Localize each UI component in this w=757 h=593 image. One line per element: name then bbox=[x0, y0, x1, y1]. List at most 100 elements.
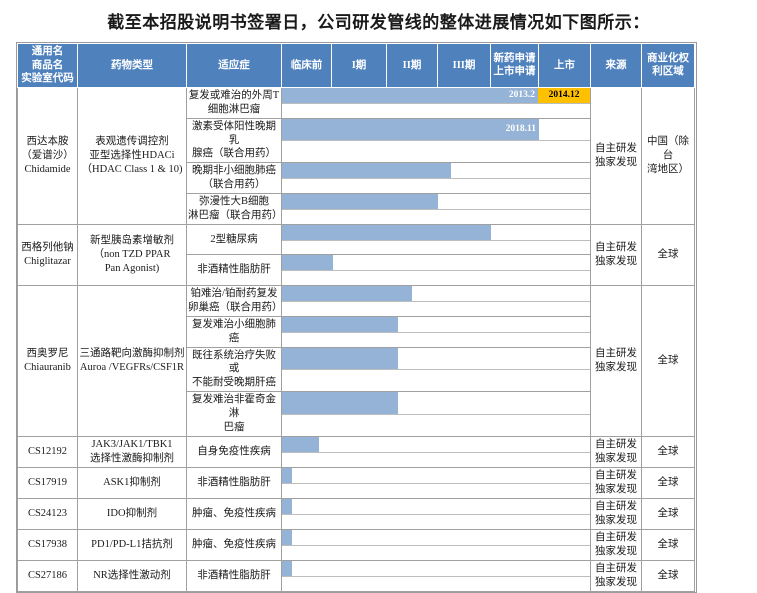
header-indication: 适应症 bbox=[186, 43, 282, 88]
indication-cell: 弥漫性大B细胞 淋巴瘤（联合用药） bbox=[186, 192, 282, 225]
drug-type-cell: 表观遗传调控剂 亚型选择性HDACi （HDAC Class 1 & 10) bbox=[77, 86, 187, 225]
indication-cell: 激素受体阳性晚期乳 腺癌（联合用药） bbox=[186, 117, 282, 164]
progress-cell bbox=[281, 192, 591, 225]
table-row: 晚期非小细胞肺癌 （联合用药） bbox=[18, 162, 695, 194]
table-row: CS12192 JAK3/JAK1/TBK1 选择性激酶抑制剂 自身免疫性疾病 … bbox=[17, 435, 695, 468]
progress-track bbox=[282, 437, 590, 453]
drug-name-cell: CS17919 bbox=[17, 466, 78, 499]
region-cell: 中国（除台 湾地区） bbox=[641, 86, 695, 225]
drug-name-cell: 西格列他钠 Chiglitazar bbox=[17, 223, 78, 287]
header-generic-name: 通用名 商品名 实验室代码 bbox=[17, 43, 78, 88]
region-cell: 全球 bbox=[641, 497, 695, 530]
progress-track: 2018.11 bbox=[282, 119, 590, 142]
source-cell: 自主研发 独家发现 bbox=[590, 435, 642, 468]
drug-name-cell: CS27186 bbox=[17, 559, 78, 592]
progress-track bbox=[282, 163, 590, 180]
progress-bar bbox=[282, 530, 292, 545]
header-preclinical: 临床前 bbox=[281, 43, 332, 88]
progress-track bbox=[282, 286, 590, 302]
table-row: 非酒精性脂肪肝 bbox=[18, 254, 695, 287]
prospectus-page: 截至本招股说明书签署日，公司研发管线的整体进展情况如下图所示： 通用名 商品名 … bbox=[0, 8, 757, 593]
indication-cell: 肿瘤、免疫性疾病 bbox=[186, 528, 282, 561]
drug-type-cell: IDO抑制剂 bbox=[77, 497, 187, 530]
header-phase2: II期 bbox=[386, 43, 438, 88]
progress-cell: 2018.11 bbox=[281, 117, 591, 164]
table-row: 西奥罗尼 Chiauranib 三通路靶向激酶抑制剂 Auroa /VEGFRs… bbox=[17, 285, 695, 437]
progress-track bbox=[282, 468, 590, 484]
progress-cell bbox=[281, 435, 591, 468]
progress-bar bbox=[282, 286, 412, 301]
progress-bar bbox=[282, 255, 333, 271]
progress-cell bbox=[281, 346, 591, 393]
progress-cell bbox=[281, 466, 591, 499]
header-launch: 上市 bbox=[538, 43, 591, 88]
progress-cell bbox=[281, 528, 591, 561]
source-cell: 自主研发 独家发现 bbox=[590, 497, 642, 530]
table-row: CS17919 ASK1抑制剂 非酒精性脂肪肝 自主研发 独家发现 全球 bbox=[17, 466, 695, 499]
progress-track bbox=[282, 392, 590, 415]
table-row: 西格列他钠 Chiglitazar 新型胰岛素增敏剂 （non TZD PPAR… bbox=[17, 223, 695, 287]
indication-cell: 非酒精性脂肪肝 bbox=[186, 466, 282, 499]
region-cell: 全球 bbox=[641, 559, 695, 592]
header-region: 商业化权 利区域 bbox=[641, 43, 695, 88]
table-row: CS24123 IDO抑制剂 肿瘤、免疫性疾病 自主研发 独家发现 全球 bbox=[17, 497, 695, 530]
header-row: 通用名 商品名 实验室代码 药物类型 适应症 临床前 I期 II期 III期 新… bbox=[17, 43, 695, 88]
progress-cell bbox=[281, 497, 591, 530]
page-title: 截至本招股说明书签署日，公司研发管线的整体进展情况如下图所示： bbox=[107, 13, 650, 32]
table-row: CS17938 PD1/PD-L1拮抗剂 肿瘤、免疫性疾病 自主研发 独家发现 … bbox=[17, 528, 695, 561]
progress-track bbox=[282, 317, 590, 333]
source-cell: 自主研发 独家发现 bbox=[590, 223, 642, 287]
indication-cell: 自身免疫性疾病 bbox=[186, 435, 282, 468]
progress-track bbox=[282, 194, 590, 210]
drug-type-cell: ASK1抑制剂 bbox=[77, 466, 187, 499]
progress-bar bbox=[282, 194, 438, 209]
progress-bar: 2013.2 bbox=[282, 88, 538, 103]
drug-type-cell: NR选择性激动剂 bbox=[77, 559, 187, 592]
drug-type-cell: 新型胰岛素增敏剂 （non TZD PPAR Pan Agonist) bbox=[77, 223, 187, 287]
indication-cell: 晚期非小细胞肺癌 （联合用药） bbox=[186, 162, 282, 194]
progress-cell bbox=[281, 162, 591, 194]
table-row: 弥漫性大B细胞 淋巴瘤（联合用药） bbox=[18, 192, 695, 225]
header-source: 来源 bbox=[590, 43, 642, 88]
indication-cell: 既往系统治疗失败或 不能耐受晚期肝癌 bbox=[186, 346, 282, 393]
indication-cell: 非酒精性脂肪肝 bbox=[186, 559, 282, 592]
header-phase1: I期 bbox=[331, 43, 387, 88]
progress-track bbox=[282, 255, 590, 272]
progress-track: 2013.2 2014.12 bbox=[282, 88, 590, 104]
progress-bar bbox=[282, 163, 451, 179]
drug-type-cell: JAK3/JAK1/TBK1 选择性激酶抑制剂 bbox=[77, 435, 187, 468]
drug-name-cell: 西奥罗尼 Chiauranib bbox=[17, 285, 78, 437]
progress-bar bbox=[282, 468, 292, 483]
progress-track bbox=[282, 348, 590, 371]
indication-cell: 复发或难治的外周T 细胞淋巴瘤 bbox=[186, 86, 282, 119]
region-cell: 全球 bbox=[641, 466, 695, 499]
progress-cell bbox=[281, 315, 591, 348]
drug-name-cell: 西达本胺 （爱谱沙） Chidamide bbox=[17, 86, 78, 225]
region-cell: 全球 bbox=[641, 435, 695, 468]
indication-cell: 铂难治/铂耐药复发 卵巢癌（联合用药） bbox=[186, 285, 282, 317]
table-row: 复发难治非霍奇金淋 巴瘤 bbox=[18, 391, 695, 437]
progress-track bbox=[282, 561, 590, 577]
indication-cell: 2型糖尿病 bbox=[186, 223, 282, 256]
source-cell: 自主研发 独家发现 bbox=[590, 86, 642, 225]
indication-cell: 复发难治小细胞肺癌 bbox=[186, 315, 282, 348]
launch-badge: 2014.12 bbox=[538, 88, 590, 103]
table-row: 复发难治小细胞肺癌 bbox=[18, 315, 695, 348]
indication-cell: 肿瘤、免疫性疾病 bbox=[186, 497, 282, 530]
pipeline-table-wrapper: 通用名 商品名 实验室代码 药物类型 适应症 临床前 I期 II期 III期 新… bbox=[16, 42, 697, 593]
region-cell: 全球 bbox=[641, 223, 695, 287]
progress-bar bbox=[282, 437, 319, 452]
progress-track bbox=[282, 499, 590, 515]
header-drug-type: 药物类型 bbox=[77, 43, 187, 88]
source-cell: 自主研发 独家发现 bbox=[590, 528, 642, 561]
progress-bar bbox=[282, 225, 491, 240]
region-cell: 全球 bbox=[641, 285, 695, 437]
progress-track bbox=[282, 530, 590, 546]
region-cell: 全球 bbox=[641, 528, 695, 561]
table-row: 激素受体阳性晚期乳 腺癌（联合用药） 2018.11 bbox=[18, 117, 695, 164]
progress-bar bbox=[282, 499, 292, 514]
table-row: CS27186 NR选择性激动剂 非酒精性脂肪肝 自主研发 独家发现 全球 bbox=[17, 559, 695, 592]
progress-cell bbox=[281, 254, 591, 287]
pipeline-table: 通用名 商品名 实验室代码 药物类型 适应症 临床前 I期 II期 III期 新… bbox=[17, 43, 695, 592]
progress-bar bbox=[282, 561, 292, 576]
